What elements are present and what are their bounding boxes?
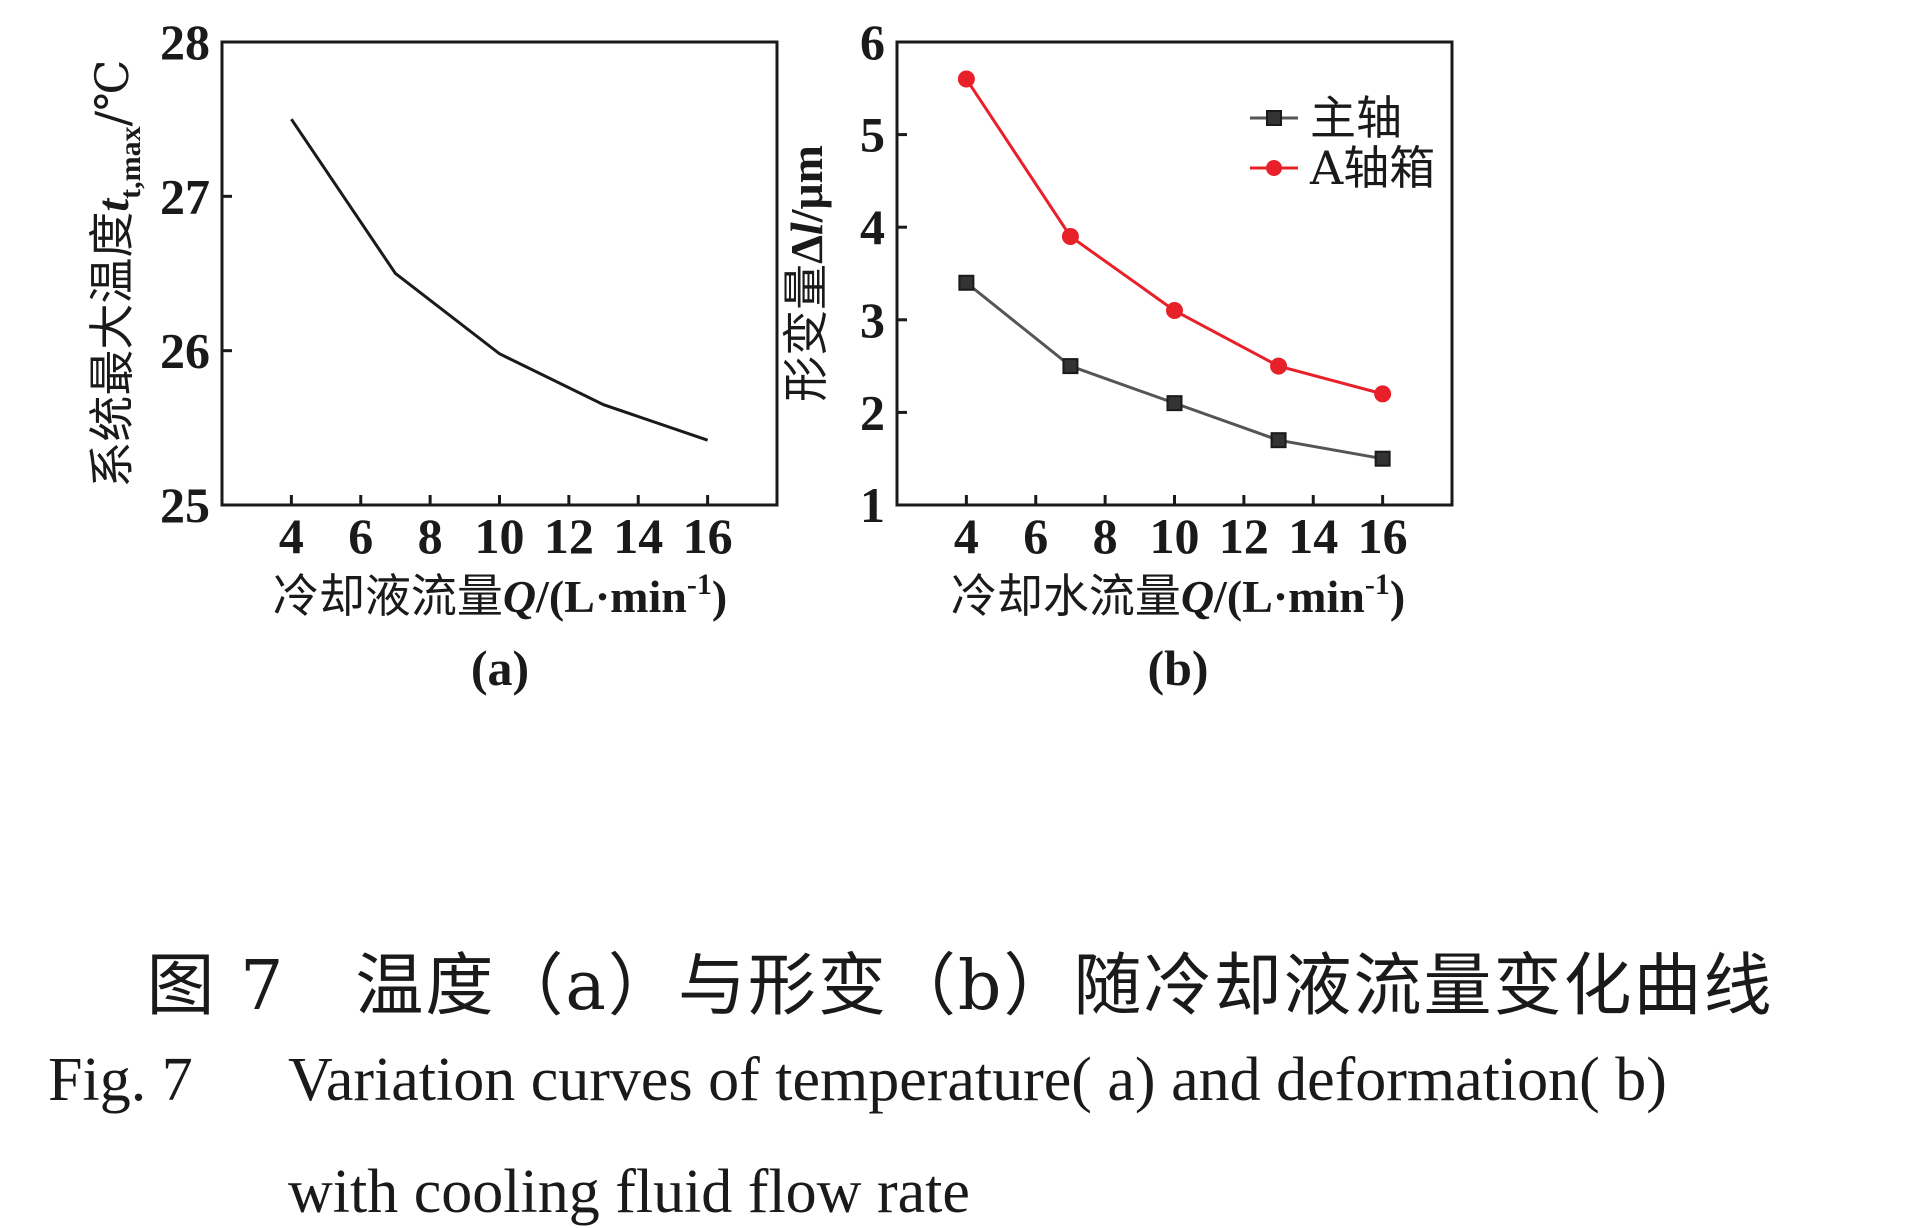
axis-title-text: 冷却水流量	[951, 569, 1181, 623]
legend-marker-circle	[1266, 160, 1282, 176]
x-tick-label: 10	[1150, 508, 1200, 564]
caption-figure-number: Fig. 7	[48, 1046, 193, 1114]
chart-panel-b: 4 6 8 10 12 14 16123456冷却水流量Q/(L·min-1)形变量Δl/μ…	[779, 14, 1454, 696]
x-tick-label: 8	[418, 508, 443, 564]
y-tick-label: 2	[860, 384, 885, 440]
axis-title-unit: /(L·min	[535, 571, 687, 622]
y-tick-label: 27	[160, 168, 210, 224]
y-axis-title: 系统最大温度tt,max/℃	[85, 59, 147, 487]
x-tick-label: 16	[1358, 508, 1408, 564]
axis-title-unit: /℃	[85, 59, 139, 126]
x-tick-label: 6	[348, 508, 373, 564]
data-point-circle	[1270, 357, 1288, 375]
data-point-circle	[1061, 227, 1079, 245]
caption-english-line-2: with cooling fluid flow rate	[288, 1158, 970, 1226]
x-tick-label: 12	[544, 508, 594, 564]
legend-label: A轴箱	[1309, 141, 1435, 195]
data-point-square	[1270, 432, 1287, 449]
caption-english-line-1: Fig. 7 Variation curves of temperature( a…	[48, 1045, 1888, 1116]
panel-label: (a)	[471, 640, 529, 696]
x-tick-label: 6	[1023, 508, 1048, 564]
caption-chinese: 图 7 温度（a）与形变（b）随冷却液流量变化曲线	[146, 947, 1774, 1026]
data-point-square	[1062, 358, 1079, 375]
data-point-square	[1166, 395, 1183, 412]
axis-title-unit: /(L·min	[1213, 571, 1365, 622]
y-tick-label: 1	[860, 477, 885, 533]
data-point-square	[1374, 450, 1391, 467]
x-tick-label: 14	[613, 508, 663, 564]
x-tick-label: 14	[1288, 508, 1338, 564]
axis-title-unit: /μm	[781, 145, 832, 223]
y-tick-label: 5	[860, 107, 885, 163]
y-tick-label: 3	[860, 292, 885, 348]
axis-title-text: 冷却液流量	[273, 569, 503, 623]
x-tick-label: 12	[1219, 508, 1269, 564]
data-point-circle	[1374, 385, 1392, 403]
data-point-square	[958, 274, 975, 291]
axis-title-superscript: -1	[1365, 568, 1390, 601]
y-tick-label: 25	[160, 477, 210, 533]
x-axis-title: 冷却液流量Q/(L·min-1)	[273, 568, 727, 623]
x-tick-label: 4	[954, 508, 979, 564]
axis-title-delta: Δ	[781, 235, 832, 264]
legend-marker-square	[1266, 110, 1282, 126]
axis-title-superscript: -1	[687, 568, 712, 601]
axis-title-text: 形变量	[779, 264, 833, 402]
x-axis-title: 冷却水流量Q/(L·min-1)	[951, 568, 1405, 623]
axis-title-unit-close: )	[712, 571, 727, 622]
x-tick-label: 10	[475, 508, 525, 564]
y-tick-label: 4	[860, 199, 885, 255]
chart-panel-a: 4 6 8 10 12 14 16 25 26 27 28 冷却液流量Q/(L·min-1) 系统最大温…	[85, 14, 779, 696]
axis-title-variable: Q	[1181, 571, 1214, 622]
axis-title-variable: t	[87, 198, 138, 212]
y-tick-label: 26	[160, 323, 210, 379]
panel-label: (b)	[1147, 640, 1208, 696]
axis-title-variable: l	[781, 222, 832, 235]
y-tick-label: 6	[860, 14, 885, 70]
axis-title-unit-close: )	[1390, 571, 1405, 622]
axis-title-text: 系统最大温度	[85, 212, 139, 488]
x-tick-label: 4	[279, 508, 304, 564]
data-point-circle	[1166, 302, 1183, 320]
series-line-0	[290, 118, 709, 442]
x-tick-label: 8	[1093, 508, 1118, 564]
axis-title-subscript: t,max	[114, 126, 147, 198]
axis-title-variable: Q	[503, 571, 536, 622]
y-tick-label: 28	[160, 14, 210, 70]
caption-english-text-1: Variation curves of temperature( a) and …	[288, 1046, 1667, 1114]
legend-label: 主轴	[1310, 91, 1402, 145]
data-point-circle	[957, 70, 975, 88]
y-axis-title: 形变量Δl/μm	[779, 145, 833, 402]
x-tick-label: 16	[683, 508, 733, 564]
